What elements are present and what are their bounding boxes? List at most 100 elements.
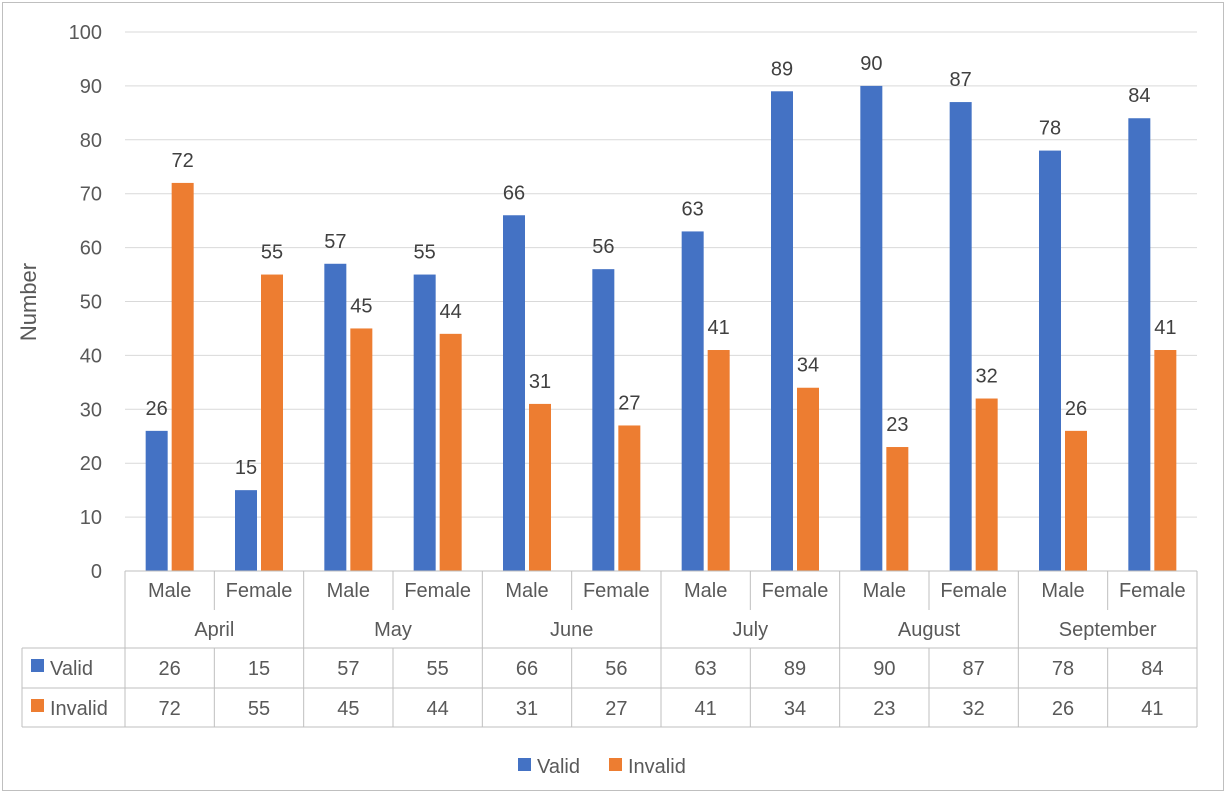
bars — [145, 85, 1177, 572]
legend-label-valid: Valid — [537, 756, 580, 778]
y-axis-ticks: 0 10 20 30 40 50 60 70 80 90 100 — [69, 22, 102, 583]
bar-invalid — [618, 425, 641, 571]
category-label: Male — [863, 580, 906, 602]
data-label-valid: 26 — [146, 398, 168, 420]
legend: Valid Invalid — [518, 756, 686, 778]
table-cell-invalid: 44 — [427, 698, 449, 720]
data-label-invalid: 45 — [350, 295, 372, 317]
category-label: Male — [148, 580, 191, 602]
data-label-valid: 55 — [414, 242, 436, 264]
category-label: Female — [404, 580, 471, 602]
bar-valid — [1128, 118, 1151, 572]
y-tick-label: 40 — [80, 345, 102, 367]
y-tick-label: 30 — [80, 399, 102, 421]
table-key-valid — [31, 659, 44, 672]
bar-invalid — [439, 333, 462, 571]
table-row-label-invalid: Invalid — [50, 698, 108, 720]
data-label-invalid: 26 — [1065, 398, 1087, 420]
category-label: Male — [684, 580, 727, 602]
data-label-valid: 78 — [1039, 118, 1061, 140]
category-label: Male — [327, 580, 370, 602]
y-tick-label: 70 — [80, 184, 102, 206]
bar-invalid — [350, 328, 373, 571]
data-label-invalid: 27 — [618, 392, 640, 414]
bar-invalid — [797, 387, 819, 571]
category-label: Male — [505, 580, 548, 602]
data-label-valid: 57 — [324, 231, 346, 253]
bar-valid — [145, 430, 168, 571]
bar-valid — [771, 91, 793, 571]
month-label: August — [898, 619, 961, 641]
category-label: Female — [226, 580, 293, 602]
table-cell-valid: 90 — [873, 658, 895, 680]
y-tick-label: 90 — [80, 76, 102, 98]
bar-invalid — [1154, 350, 1177, 571]
table-row-label-valid: Valid — [50, 658, 93, 680]
table-cell-invalid: 41 — [1141, 698, 1163, 720]
data-table: Male 26 72 Female 15 55 Male 57 45 Female 55 44 Male… — [21, 570, 1198, 728]
bar-invalid — [707, 350, 730, 571]
table-cell-valid: 89 — [784, 658, 806, 680]
y-tick-label: 60 — [80, 238, 102, 260]
table-cell-valid: 63 — [695, 658, 717, 680]
category-label: Female — [583, 580, 650, 602]
y-tick-label: 10 — [80, 507, 102, 529]
bar-valid — [503, 215, 525, 571]
data-label-invalid: 41 — [708, 317, 730, 339]
y-tick-label: 50 — [80, 292, 102, 314]
y-tick-label: 0 — [91, 561, 102, 583]
y-tick-label: 80 — [80, 130, 102, 152]
table-cell-valid: 66 — [516, 658, 538, 680]
table-cell-valid: 87 — [963, 658, 985, 680]
data-label-valid: 63 — [682, 198, 704, 220]
table-cell-valid: 15 — [248, 658, 270, 680]
data-label-invalid: 44 — [440, 301, 462, 323]
data-label-valid: 66 — [503, 182, 525, 204]
data-label-valid: 56 — [592, 236, 614, 258]
table-cell-invalid: 23 — [873, 698, 895, 720]
table-key-invalid — [31, 699, 44, 712]
category-label: Male — [1041, 580, 1084, 602]
data-label-invalid: 32 — [976, 366, 998, 388]
month-label: June — [550, 619, 593, 641]
bar-valid — [860, 85, 883, 572]
data-label-invalid: 55 — [261, 242, 283, 264]
category-label: Female — [762, 580, 829, 602]
category-label: Female — [1119, 580, 1186, 602]
month-label: May — [374, 619, 412, 641]
table-cell-invalid: 31 — [516, 698, 538, 720]
data-labels: 26 72 15 55 57 45 55 44 66 31 56 27 63 41 89 34 90 23 87 32… — [146, 53, 1177, 479]
bar-valid — [592, 269, 615, 571]
data-label-invalid: 72 — [172, 150, 194, 172]
bar-valid — [681, 231, 704, 571]
table-cell-valid: 57 — [337, 658, 359, 680]
bar-invalid — [886, 447, 909, 571]
y-axis-title: Number — [16, 263, 41, 341]
legend-label-invalid: Invalid — [628, 756, 686, 778]
bar-valid — [413, 274, 436, 571]
table-cell-valid: 26 — [159, 658, 181, 680]
data-label-valid: 87 — [950, 69, 972, 91]
bar-valid — [324, 263, 347, 571]
data-label-invalid: 41 — [1154, 317, 1176, 339]
legend-swatch-valid — [518, 758, 531, 771]
month-label: July — [733, 619, 769, 641]
table-cell-invalid: 41 — [695, 698, 717, 720]
bar-valid — [235, 490, 257, 571]
table-cell-invalid: 32 — [963, 698, 985, 720]
table-cell-invalid: 26 — [1052, 698, 1074, 720]
bar-invalid — [529, 403, 551, 571]
data-label-valid: 15 — [235, 457, 257, 479]
table-cell-valid: 84 — [1141, 658, 1163, 680]
month-label: September — [1059, 619, 1157, 641]
category-label: Female — [940, 580, 1007, 602]
bar-valid — [949, 102, 972, 571]
table-cell-invalid: 27 — [605, 698, 627, 720]
bar-invalid — [1065, 430, 1087, 571]
month-label: April — [194, 619, 234, 641]
y-tick-label: 100 — [69, 22, 102, 44]
bar-invalid — [261, 274, 283, 571]
data-label-valid: 89 — [771, 58, 793, 80]
data-label-invalid: 34 — [797, 355, 819, 377]
gridlines — [125, 31, 1197, 518]
